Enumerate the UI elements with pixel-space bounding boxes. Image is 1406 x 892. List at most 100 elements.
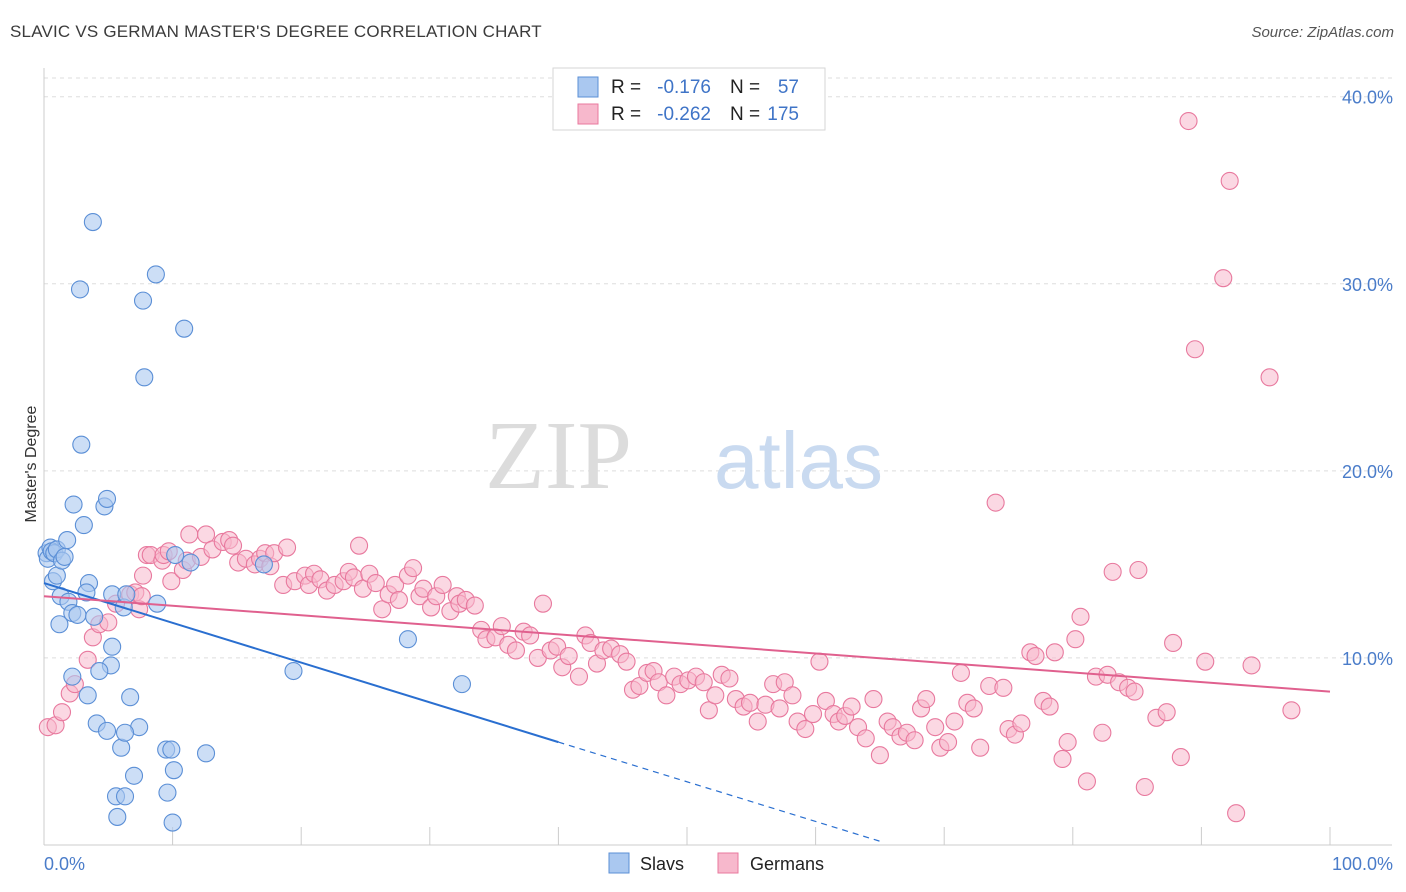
data-point-slavs	[133, 291, 153, 310]
data-point-slavs	[115, 787, 135, 806]
data-point-germans	[783, 686, 802, 705]
data-point-slavs	[70, 280, 90, 299]
data-point-germans	[559, 647, 578, 666]
data-point-germans	[699, 701, 718, 720]
data-point-germans	[926, 718, 945, 737]
data-point-germans	[964, 699, 983, 718]
legend-bottom-swatch-slavs	[608, 852, 630, 874]
data-point-germans	[770, 699, 789, 718]
data-point-slavs	[47, 566, 66, 585]
data-point-germans	[78, 650, 97, 669]
data-point-germans	[1103, 562, 1122, 581]
data-point-germans	[1012, 714, 1031, 733]
data-point-slavs	[108, 807, 127, 826]
grid-lines	[44, 77, 1392, 659]
data-point-germans	[810, 652, 829, 671]
data-point-germans	[870, 746, 889, 765]
data-point-germans	[1135, 777, 1154, 797]
data-point-germans	[617, 652, 636, 671]
tick-labels: 10.0% 20.0% 30.0% 40.0% 0.0% 100.0%	[44, 88, 1393, 874]
data-point-germans	[1077, 772, 1096, 791]
data-point-germans	[521, 626, 540, 645]
data-point-germans	[133, 566, 153, 585]
legend-n-label: N =	[730, 77, 760, 98]
data-point-slavs	[55, 547, 74, 566]
legend-n-value: 175	[767, 104, 799, 125]
data-point-slavs	[452, 675, 472, 694]
data-point-slavs	[85, 607, 104, 626]
data-point-slavs	[121, 688, 140, 707]
data-point-slavs	[97, 721, 117, 740]
data-point-germans	[1053, 749, 1072, 768]
data-point-germans	[1093, 723, 1112, 742]
data-point-germans	[350, 536, 369, 555]
trend-line-slavs-extension	[558, 741, 881, 842]
y-tick-label: 20.0%	[1342, 462, 1393, 482]
data-point-germans	[1260, 368, 1279, 387]
data-point-germans	[971, 738, 990, 757]
data-point-slavs	[115, 723, 135, 742]
legend-bottom-label-germans: Germans	[750, 854, 824, 874]
data-point-slavs	[78, 686, 97, 705]
data-point-slavs	[72, 435, 91, 454]
watermark-zip: ZIP	[485, 402, 632, 510]
data-point-germans	[694, 673, 713, 692]
data-point-germans	[492, 617, 511, 636]
legend-bottom: Slavs Germans	[608, 852, 824, 874]
data-point-germans	[1179, 111, 1198, 131]
trend-line-slavs	[43, 582, 559, 744]
data-point-slavs	[74, 516, 93, 535]
data-point-germans	[856, 729, 875, 748]
data-point-germans	[706, 686, 725, 705]
data-point-germans	[945, 712, 964, 731]
data-point-slavs	[166, 545, 185, 565]
data-point-germans	[986, 493, 1005, 512]
data-point-slavs	[158, 783, 177, 802]
data-point-slavs	[162, 740, 181, 759]
data-point-germans	[389, 590, 408, 609]
watermark: ZIP atlas	[485, 402, 883, 510]
data-point-germans	[196, 525, 216, 544]
series-slavs	[37, 212, 472, 832]
data-point-slavs	[181, 553, 200, 572]
chart-title: SLAVIC VS GERMAN MASTER'S DEGREE CORRELA…	[10, 22, 542, 41]
data-point-germans	[1157, 703, 1176, 722]
data-point-germans	[1125, 682, 1144, 701]
data-point-germans	[506, 641, 526, 660]
data-point-germans	[864, 690, 883, 709]
data-point-germans	[657, 686, 676, 705]
data-point-germans	[1129, 560, 1148, 580]
data-point-slavs	[97, 489, 117, 508]
data-point-germans	[1040, 697, 1059, 716]
legend-r-label: R =	[611, 104, 641, 125]
data-point-germans	[796, 719, 815, 739]
data-point-slavs	[64, 495, 83, 514]
data-point-slavs	[398, 630, 417, 649]
data-point-germans	[1071, 607, 1090, 626]
y-tick-label: 30.0%	[1342, 275, 1393, 295]
data-point-germans	[1171, 748, 1190, 767]
data-point-germans	[803, 704, 823, 724]
data-point-slavs	[63, 667, 82, 686]
data-point-slavs	[175, 319, 194, 338]
legend-r-value: -0.176	[657, 77, 711, 98]
legend-n-label: N =	[730, 104, 760, 125]
data-point-slavs	[58, 531, 77, 550]
data-point-germans	[180, 525, 199, 544]
data-point-germans	[223, 536, 243, 555]
data-point-slavs	[68, 605, 87, 624]
data-point-germans	[162, 572, 181, 591]
trend-lines	[43, 582, 1331, 842]
y-tick-label: 10.0%	[1342, 649, 1393, 669]
data-point-germans	[433, 575, 452, 595]
data-point-slavs	[164, 761, 183, 780]
data-point-slavs	[112, 738, 131, 757]
x-tick-label-min: 0.0%	[44, 854, 85, 874]
data-point-germans	[569, 667, 589, 686]
data-point-germans	[1196, 652, 1215, 671]
data-point-slavs	[135, 368, 154, 387]
data-point-germans	[278, 538, 297, 557]
data-point-slavs	[163, 813, 182, 832]
data-point-germans	[533, 594, 553, 613]
data-point-slavs	[196, 744, 216, 763]
